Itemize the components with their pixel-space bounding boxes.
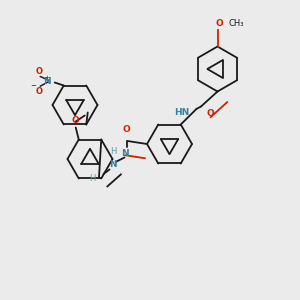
Text: H: H [111, 147, 117, 156]
Text: O: O [122, 125, 130, 134]
Text: O: O [207, 110, 215, 118]
Text: CH₃: CH₃ [229, 19, 244, 28]
Text: O: O [215, 19, 223, 28]
Text: O: O [36, 87, 43, 96]
Text: N: N [121, 148, 128, 158]
Text: HN: HN [174, 108, 189, 117]
Text: H: H [90, 174, 96, 183]
Text: +: + [44, 75, 49, 80]
Text: N: N [43, 76, 50, 85]
Text: −: − [30, 82, 36, 88]
Text: O: O [36, 67, 43, 76]
Text: N: N [109, 160, 116, 169]
Text: O: O [72, 116, 80, 124]
